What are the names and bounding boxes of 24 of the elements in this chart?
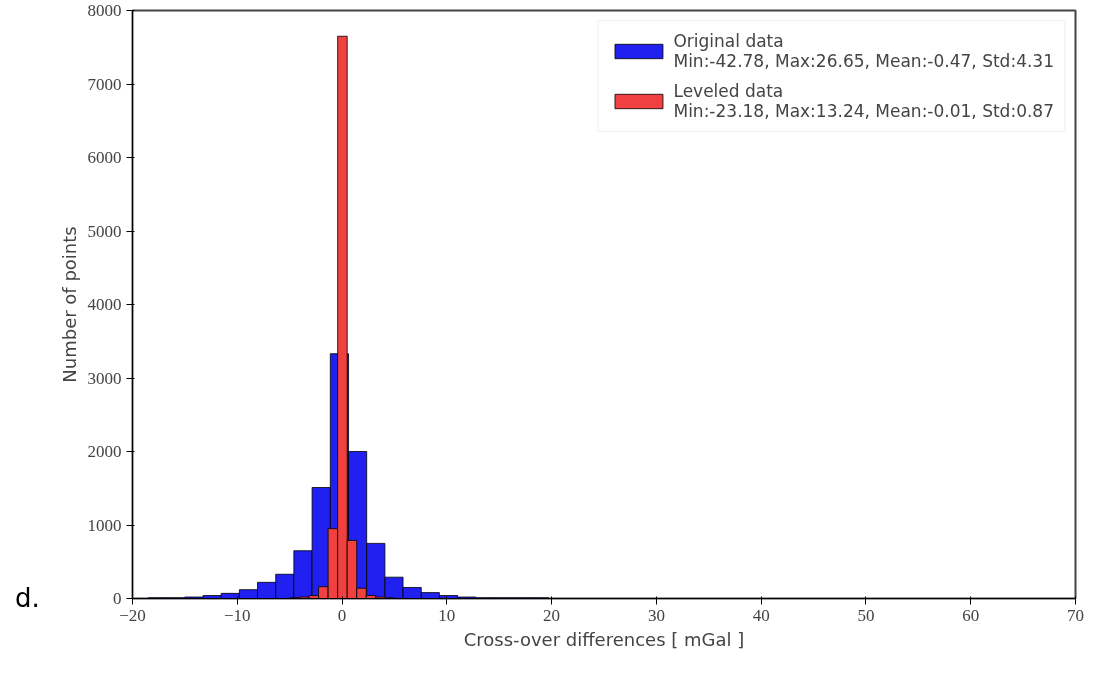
y-tick-label: 0	[113, 589, 122, 608]
y-tick-label: 7000	[87, 74, 122, 94]
y-tick-label: 8000	[87, 1, 122, 20]
x-tick-label: 70	[1067, 605, 1084, 625]
x-tick-label: 60	[962, 605, 980, 625]
x-tick-label: 10	[438, 605, 456, 625]
x-tick-label: 0	[337, 605, 347, 625]
x-tick-label: 30	[647, 605, 665, 625]
x-tick-label: −20	[119, 605, 146, 625]
x-tick-label: 20	[543, 605, 561, 625]
x-tick-label: 40	[752, 605, 770, 625]
x-tick-label: 50	[857, 605, 875, 625]
x-axis-title: Cross-over differences [ mGal ]	[463, 628, 745, 650]
text: d.	[15, 582, 40, 615]
legend-label: Original data Min:-42.78, Max:26.65, Mean:-0.47, Std:4.31	[673, 31, 1054, 71]
y-tick-label: 1000	[87, 515, 122, 535]
y-tick-label: 5000	[87, 221, 122, 241]
y-tick-label: 2000	[87, 442, 122, 461]
y-tick-label: 6000	[87, 148, 122, 167]
x-tick-label: −10	[223, 605, 251, 625]
y-tick-label: 3000	[87, 368, 122, 388]
y-axis-title: Number of points	[58, 226, 80, 383]
y-tick-label: 4000	[87, 295, 122, 314]
legend-label: Leveled data Min:-23.18, Max:13.24, Mean:-0.01, Std:0.87	[673, 81, 1054, 121]
